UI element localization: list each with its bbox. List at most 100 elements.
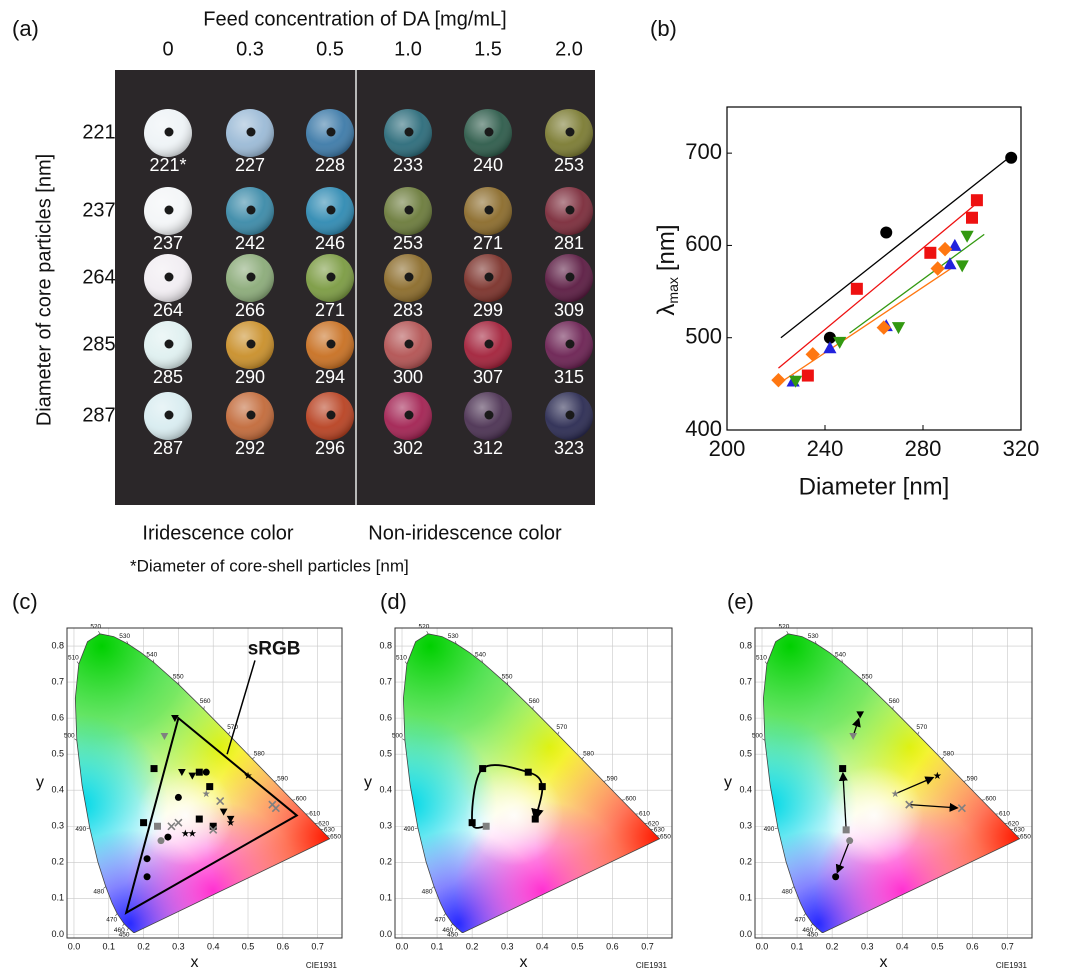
y-label-subscript: max — [665, 277, 681, 303]
wavelength-label: 470 — [795, 917, 806, 924]
wavelength-label: 550 — [502, 674, 513, 681]
y-label-unit: [nm] — [653, 224, 680, 271]
disk-hole — [404, 339, 414, 349]
wavelength-label: 540 — [146, 651, 157, 658]
group-label: Iridescence color — [142, 522, 294, 544]
locus-tick — [443, 913, 446, 917]
marker — [805, 347, 820, 362]
marker — [943, 257, 957, 270]
marker — [143, 855, 151, 863]
wavelength-label: 470 — [435, 917, 446, 924]
locus-tick — [917, 731, 920, 735]
wavelength-label: 520 — [419, 623, 430, 630]
fill-green — [763, 633, 966, 827]
marker — [167, 822, 176, 831]
marker — [970, 194, 983, 207]
x-tick-label: 0.3 — [501, 941, 514, 951]
marker — [832, 873, 840, 881]
x-tick-label: 200 — [709, 436, 746, 461]
marker — [181, 829, 190, 837]
disk-hole — [164, 127, 174, 137]
fit-line — [849, 233, 985, 334]
y-tick-label: 0.2 — [739, 857, 752, 867]
x-tick-label: 0.1 — [103, 941, 116, 951]
row-label: 221 — [82, 121, 115, 143]
disk-hole — [565, 272, 575, 282]
marker — [195, 815, 203, 823]
column-label: 1.5 — [474, 38, 502, 60]
marker — [880, 226, 893, 239]
wavelength-label: 550 — [862, 674, 873, 681]
marker — [524, 768, 532, 776]
locus-tick — [803, 913, 806, 917]
wavelength-label: 480 — [93, 888, 104, 895]
panel-label: (b) — [650, 16, 677, 41]
disk-hole — [326, 272, 336, 282]
disk-hole — [484, 339, 494, 349]
marker — [164, 833, 172, 841]
marker — [937, 241, 953, 257]
locus-tick — [98, 631, 101, 634]
arrow — [909, 802, 959, 812]
marker — [216, 796, 225, 806]
marker — [948, 238, 962, 251]
locus-tick — [762, 738, 766, 741]
locus-tick — [603, 780, 607, 782]
disk-hole — [246, 272, 256, 282]
wavelength-label: 610 — [999, 811, 1010, 818]
marker — [823, 341, 837, 354]
wavelength-label: 550 — [173, 674, 184, 681]
locus-tick — [786, 631, 789, 634]
marker — [206, 783, 214, 791]
wavelength-label: 570 — [227, 724, 238, 731]
y-tick-label: 0.8 — [739, 640, 752, 650]
disk-hole — [246, 205, 256, 215]
wavelength-label: 460 — [802, 927, 813, 934]
locus-tick — [74, 738, 77, 741]
marker — [154, 822, 162, 830]
y-tick-label: 0.4 — [739, 785, 752, 795]
plot-frame — [66, 627, 343, 939]
wavelength-label: 500 — [752, 733, 763, 740]
y-tick-label: 0.0 — [379, 929, 392, 939]
disk-hole — [246, 127, 256, 137]
marker — [226, 818, 235, 826]
wavelength-label: 510 — [756, 654, 767, 661]
wavelength-label: 600 — [296, 796, 307, 803]
x-axis-label: Diameter [nm] — [799, 473, 950, 500]
disk-hole — [484, 410, 494, 420]
arrow — [894, 776, 935, 795]
y-tick-label: 0.2 — [51, 857, 64, 867]
marker — [171, 714, 179, 722]
x-axis-label: x — [520, 954, 528, 971]
wavelength-label: 560 — [889, 698, 900, 705]
row-label: 237 — [82, 199, 115, 221]
wavelength-label: 560 — [200, 698, 211, 705]
photo-ylabel: Diameter of core particles [nm] — [33, 154, 55, 426]
sample-diameter: 323 — [554, 438, 584, 458]
sample-diameter: 233 — [393, 155, 423, 175]
marker — [538, 783, 546, 791]
photo-title: Feed concentration of DA [mg/mL] — [203, 8, 507, 30]
marker — [479, 765, 487, 773]
wavelength-label: 480 — [782, 888, 793, 895]
panel-label: (a) — [12, 16, 39, 41]
sample-diameter: 294 — [315, 367, 345, 387]
y-tick-label: 0.5 — [379, 749, 392, 759]
sample-diameter: 296 — [315, 438, 345, 458]
y-tick-label: 0.7 — [379, 676, 392, 686]
wavelength-label: 500 — [392, 733, 403, 740]
fit-line — [778, 200, 980, 369]
plot-frame — [754, 627, 1033, 939]
y-axis-label: y — [36, 774, 44, 791]
wavelength-label: 450 — [807, 932, 818, 939]
disk-hole — [565, 410, 575, 420]
locus-tick — [791, 886, 795, 889]
marker — [150, 765, 158, 773]
row-label: 264 — [82, 266, 115, 288]
marker — [1005, 151, 1018, 164]
wavelength-label: 480 — [422, 888, 433, 895]
locus-tick — [431, 886, 435, 889]
wavelength-label: 590 — [967, 775, 978, 782]
sample-diameter: 299 — [473, 300, 503, 320]
